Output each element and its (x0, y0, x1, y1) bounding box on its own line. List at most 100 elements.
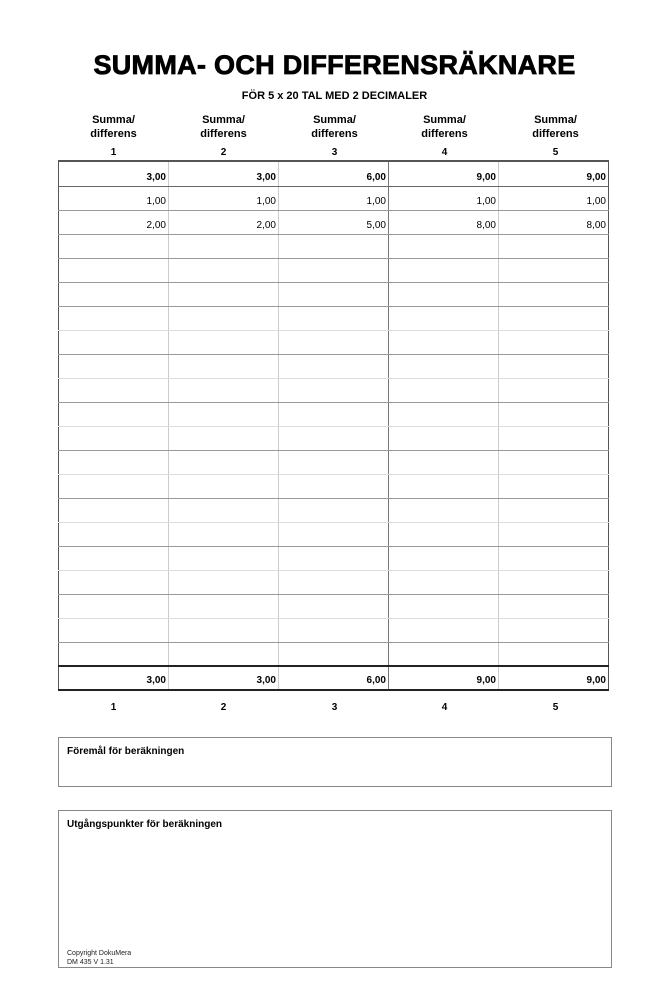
input-cell[interactable]: 1,00 (58, 186, 169, 211)
input-cell[interactable] (58, 426, 169, 451)
input-cell[interactable] (278, 570, 389, 595)
input-cell[interactable] (278, 378, 389, 403)
input-cell[interactable] (388, 426, 499, 451)
input-cell[interactable] (58, 594, 169, 619)
input-cell[interactable] (388, 450, 499, 475)
input-cell[interactable] (388, 498, 499, 523)
input-cell[interactable] (388, 402, 499, 427)
input-cell[interactable] (498, 546, 609, 571)
input-cell[interactable] (168, 306, 279, 331)
input-cell[interactable] (168, 642, 279, 667)
input-cell[interactable] (388, 330, 499, 355)
input-cell[interactable] (58, 258, 169, 283)
input-cell[interactable] (168, 378, 279, 403)
purpose-box[interactable]: Föremål för beräkningen (58, 737, 612, 787)
input-cell[interactable] (278, 522, 389, 547)
input-cell[interactable] (388, 306, 499, 331)
input-cell[interactable] (58, 330, 169, 355)
input-cell[interactable] (168, 426, 279, 451)
input-cell[interactable] (58, 282, 169, 307)
input-cell[interactable] (388, 258, 499, 283)
input-cell[interactable] (388, 546, 499, 571)
input-cell[interactable] (278, 474, 389, 499)
input-cell[interactable] (388, 594, 499, 619)
input-cell[interactable] (388, 234, 499, 259)
input-cell[interactable]: 2,00 (58, 210, 169, 235)
input-cell[interactable] (168, 258, 279, 283)
input-cell[interactable] (58, 498, 169, 523)
input-cell[interactable] (498, 378, 609, 403)
input-cell[interactable] (168, 594, 279, 619)
basis-box[interactable]: Utgångspunkter för beräkningen (58, 810, 612, 968)
input-cell[interactable] (498, 474, 609, 499)
input-cell[interactable] (498, 234, 609, 259)
input-cell[interactable] (498, 306, 609, 331)
input-cell[interactable] (168, 330, 279, 355)
input-cell[interactable] (58, 450, 169, 475)
input-cell[interactable] (388, 570, 499, 595)
input-cell[interactable] (168, 618, 279, 643)
input-cell[interactable] (388, 522, 499, 547)
input-cell[interactable] (58, 234, 169, 259)
input-cell[interactable] (168, 546, 279, 571)
input-cell[interactable] (278, 426, 389, 451)
input-cell[interactable] (168, 402, 279, 427)
input-cell[interactable]: 5,00 (278, 210, 389, 235)
input-cell[interactable] (278, 330, 389, 355)
input-cell[interactable] (278, 450, 389, 475)
input-cell[interactable]: 1,00 (278, 186, 389, 211)
input-cell[interactable] (58, 378, 169, 403)
input-cell[interactable] (58, 402, 169, 427)
input-cell[interactable] (498, 642, 609, 667)
input-cell[interactable] (168, 522, 279, 547)
input-cell[interactable] (278, 258, 389, 283)
input-cell[interactable] (388, 354, 499, 379)
input-cell[interactable] (278, 234, 389, 259)
input-cell[interactable]: 8,00 (498, 210, 609, 235)
input-cell[interactable] (388, 642, 499, 667)
input-cell[interactable] (58, 618, 169, 643)
input-cell[interactable] (388, 474, 499, 499)
input-cell[interactable]: 1,00 (388, 186, 499, 211)
input-cell[interactable] (498, 330, 609, 355)
input-cell[interactable] (278, 642, 389, 667)
input-cell[interactable] (498, 426, 609, 451)
input-cell[interactable] (388, 618, 499, 643)
input-cell[interactable] (498, 594, 609, 619)
input-cell[interactable] (278, 498, 389, 523)
input-cell[interactable] (498, 402, 609, 427)
input-cell[interactable] (498, 498, 609, 523)
input-cell[interactable] (498, 258, 609, 283)
input-cell[interactable]: 2,00 (168, 210, 279, 235)
input-cell[interactable] (58, 522, 169, 547)
input-cell[interactable] (168, 282, 279, 307)
input-cell[interactable] (58, 306, 169, 331)
input-cell[interactable] (58, 474, 169, 499)
input-cell[interactable] (58, 354, 169, 379)
input-cell[interactable] (168, 450, 279, 475)
input-cell[interactable] (498, 522, 609, 547)
input-cell[interactable] (168, 234, 279, 259)
input-cell[interactable] (498, 570, 609, 595)
input-cell[interactable] (278, 546, 389, 571)
input-cell[interactable] (388, 378, 499, 403)
input-cell[interactable]: 8,00 (388, 210, 499, 235)
input-cell[interactable] (498, 450, 609, 475)
input-cell[interactable] (168, 354, 279, 379)
input-cell[interactable]: 1,00 (168, 186, 279, 211)
input-cell[interactable] (278, 282, 389, 307)
input-cell[interactable] (168, 570, 279, 595)
input-cell[interactable] (278, 402, 389, 427)
input-cell[interactable] (278, 306, 389, 331)
input-cell[interactable]: 1,00 (498, 186, 609, 211)
input-cell[interactable] (278, 354, 389, 379)
input-cell[interactable] (168, 474, 279, 499)
input-cell[interactable] (498, 354, 609, 379)
input-cell[interactable] (388, 282, 499, 307)
input-cell[interactable] (58, 546, 169, 571)
input-cell[interactable] (278, 618, 389, 643)
input-cell[interactable] (58, 642, 169, 667)
input-cell[interactable] (58, 570, 169, 595)
input-cell[interactable] (278, 594, 389, 619)
input-cell[interactable] (498, 282, 609, 307)
